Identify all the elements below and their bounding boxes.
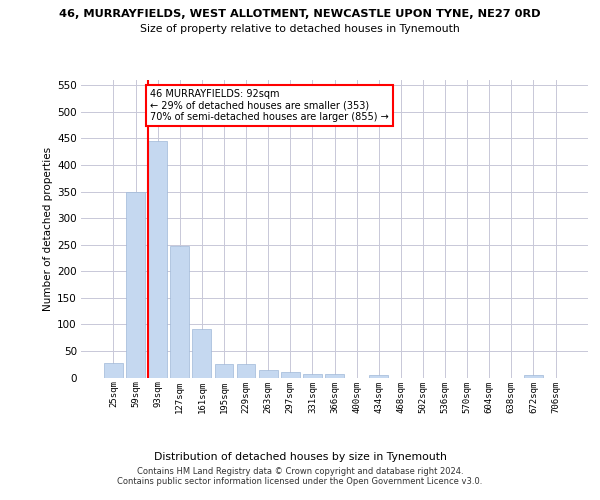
Text: 46, MURRAYFIELDS, WEST ALLOTMENT, NEWCASTLE UPON TYNE, NE27 0RD: 46, MURRAYFIELDS, WEST ALLOTMENT, NEWCAS…: [59, 9, 541, 19]
Bar: [104, 363, 123, 378]
Bar: [325, 374, 344, 378]
Y-axis label: Number of detached properties: Number of detached properties: [43, 146, 53, 311]
Bar: [370, 375, 388, 378]
Text: 46 MURRAYFIELDS: 92sqm
← 29% of detached houses are smaller (353)
70% of semi-de: 46 MURRAYFIELDS: 92sqm ← 29% of detached…: [150, 89, 389, 122]
Bar: [170, 246, 189, 378]
Text: Distribution of detached houses by size in Tynemouth: Distribution of detached houses by size …: [154, 452, 446, 462]
Bar: [148, 141, 167, 378]
Text: Size of property relative to detached houses in Tynemouth: Size of property relative to detached ho…: [140, 24, 460, 34]
Bar: [193, 328, 211, 378]
Text: Contains public sector information licensed under the Open Government Licence v3: Contains public sector information licen…: [118, 477, 482, 486]
Bar: [215, 364, 233, 378]
Bar: [303, 374, 322, 378]
Bar: [126, 192, 145, 378]
Bar: [281, 372, 299, 378]
Text: Contains HM Land Registry data © Crown copyright and database right 2024.: Contains HM Land Registry data © Crown c…: [137, 467, 463, 476]
Bar: [259, 370, 278, 378]
Bar: [524, 375, 543, 378]
Bar: [236, 364, 256, 378]
